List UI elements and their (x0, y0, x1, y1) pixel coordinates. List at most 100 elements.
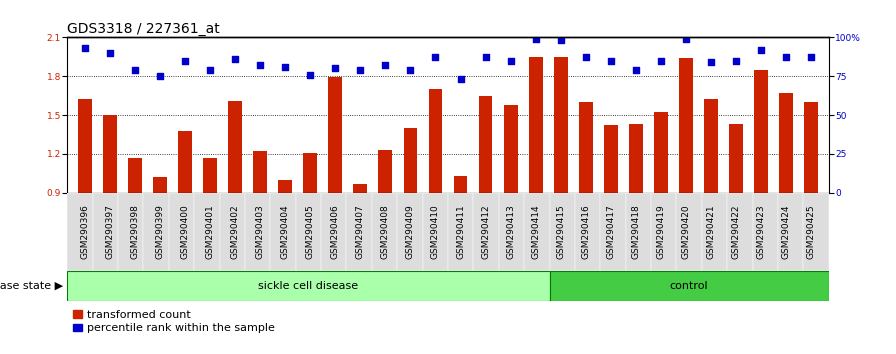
Bar (153, 177, 167, 193)
Text: GSM290410: GSM290410 (431, 205, 440, 259)
Bar (729, 124, 743, 193)
Bar (372, 193, 397, 271)
Text: GSM290407: GSM290407 (356, 205, 365, 259)
Bar (304, 153, 317, 193)
Bar (92, 193, 118, 271)
Bar (478, 96, 493, 193)
Bar (804, 193, 829, 271)
Bar (524, 193, 549, 271)
Text: GSM290402: GSM290402 (230, 205, 239, 259)
Text: GSM290413: GSM290413 (506, 205, 515, 259)
Point (629, 67, 643, 73)
Bar (254, 152, 267, 193)
Bar (67, 271, 549, 301)
Text: GSM290421: GSM290421 (707, 205, 716, 259)
Bar (575, 193, 600, 271)
Bar (453, 176, 468, 193)
Text: GSM290404: GSM290404 (280, 205, 289, 259)
Point (278, 64, 292, 70)
Point (127, 67, 142, 73)
Text: GSM290408: GSM290408 (381, 205, 390, 259)
Bar (754, 70, 768, 193)
Bar (651, 193, 676, 271)
Point (428, 55, 443, 60)
Bar (168, 193, 194, 271)
Point (403, 67, 418, 73)
Text: GSM290411: GSM290411 (456, 205, 465, 259)
Bar (676, 193, 702, 271)
Point (504, 58, 518, 63)
Point (779, 55, 793, 60)
Text: sickle cell disease: sickle cell disease (258, 281, 358, 291)
Point (704, 59, 719, 65)
Point (253, 62, 267, 68)
Bar (347, 193, 372, 271)
Point (654, 58, 668, 63)
Bar (473, 193, 499, 271)
Point (228, 56, 242, 62)
Text: GSM290401: GSM290401 (205, 205, 214, 259)
Bar (397, 193, 423, 271)
Text: GSM290409: GSM290409 (406, 205, 415, 259)
Text: GSM290400: GSM290400 (180, 205, 189, 259)
Bar (423, 193, 448, 271)
Point (579, 55, 593, 60)
Bar (504, 105, 518, 193)
Point (554, 38, 568, 43)
Bar (378, 150, 392, 193)
Point (478, 55, 493, 60)
Bar (654, 113, 668, 193)
Bar (600, 193, 625, 271)
Bar (271, 193, 296, 271)
Bar (321, 193, 347, 271)
Bar (778, 193, 804, 271)
Point (152, 73, 167, 79)
Bar (228, 101, 242, 193)
Bar (549, 271, 829, 301)
Bar (245, 193, 271, 271)
Bar (629, 124, 642, 193)
Text: GSM290397: GSM290397 (106, 204, 115, 259)
Bar (805, 102, 818, 193)
Point (328, 65, 342, 71)
Text: GSM290416: GSM290416 (582, 205, 590, 259)
Point (353, 67, 367, 73)
Bar (203, 158, 217, 193)
Text: GSM290417: GSM290417 (607, 205, 616, 259)
Text: GSM290396: GSM290396 (81, 204, 90, 259)
Text: GSM290424: GSM290424 (781, 205, 790, 259)
Bar (220, 193, 245, 271)
Text: GSM290422: GSM290422 (732, 205, 741, 259)
Point (202, 67, 217, 73)
Point (804, 55, 818, 60)
Bar (403, 128, 418, 193)
Bar (194, 193, 220, 271)
Bar (428, 89, 443, 193)
Bar (753, 193, 778, 271)
Bar (529, 57, 543, 193)
Bar (448, 193, 473, 271)
Bar (499, 193, 524, 271)
Text: GSM290418: GSM290418 (632, 205, 641, 259)
Point (177, 58, 192, 63)
Point (729, 58, 744, 63)
Point (529, 36, 543, 41)
Point (754, 47, 769, 52)
Legend: transformed count, percentile rank within the sample: transformed count, percentile rank withi… (73, 310, 275, 333)
Bar (625, 193, 651, 271)
Bar (118, 193, 143, 271)
Point (453, 76, 468, 82)
Bar (67, 193, 92, 271)
Bar (579, 102, 592, 193)
Bar (103, 115, 116, 193)
Bar (143, 193, 168, 271)
Bar (328, 78, 342, 193)
Bar (554, 57, 568, 193)
Bar (702, 193, 728, 271)
Text: GSM290403: GSM290403 (255, 205, 264, 259)
Bar (728, 193, 753, 271)
Point (679, 36, 694, 41)
Text: GSM290399: GSM290399 (155, 204, 164, 259)
Text: GSM290425: GSM290425 (806, 205, 815, 259)
Text: GSM290406: GSM290406 (331, 205, 340, 259)
